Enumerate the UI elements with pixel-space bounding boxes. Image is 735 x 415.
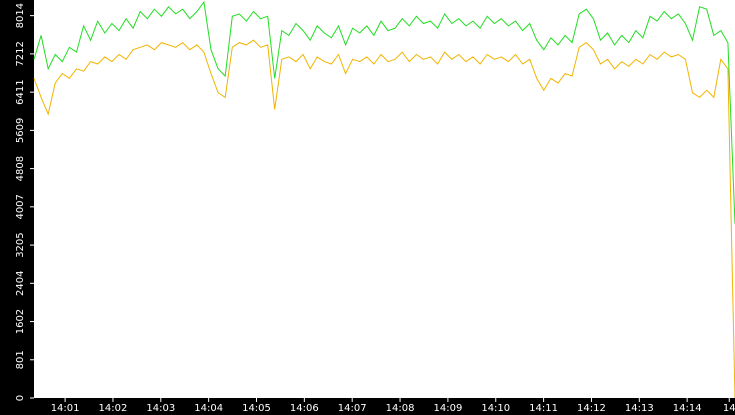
y-tick-label: 6411 xyxy=(15,79,26,104)
x-tick-label: 14:04 xyxy=(194,403,223,414)
y-tick-label: 8014 xyxy=(15,3,26,28)
y-tick-label: 5609 xyxy=(15,118,26,143)
x-tick-label: 14:06 xyxy=(290,403,319,414)
x-tick-label: 14:03 xyxy=(146,403,175,414)
y-tick-label: 4007 xyxy=(15,194,26,219)
y-tick-label: 7212 xyxy=(15,41,26,66)
y-tick-label: 4808 xyxy=(15,156,26,181)
x-tick-label: 14:05 xyxy=(242,403,271,414)
x-tick-label: 14:08 xyxy=(386,403,415,414)
x-tick-label: 14:13 xyxy=(625,403,654,414)
x-tick-label: 14:11 xyxy=(529,403,558,414)
x-tick-label: 14:10 xyxy=(481,403,510,414)
y-tick-label: 0 xyxy=(15,395,26,401)
y-axis-band xyxy=(0,0,34,415)
y-tick-label: 3205 xyxy=(15,232,26,257)
series-line xyxy=(33,39,735,399)
y-tick-label: 1602 xyxy=(15,309,26,334)
x-tick-label: 14:12 xyxy=(577,403,606,414)
x-tick-label: 14 xyxy=(723,403,735,414)
y-tick-label: 801 xyxy=(15,350,26,369)
x-axis-band xyxy=(0,398,735,415)
x-tick-label: 14:01 xyxy=(51,403,80,414)
series-line xyxy=(33,0,735,224)
x-tick-label: 14:02 xyxy=(99,403,128,414)
x-tick-label: 14:14 xyxy=(673,403,702,414)
y-tick-label: 2404 xyxy=(15,271,26,296)
x-tick-label: 14:09 xyxy=(433,403,462,414)
x-tick-label: 14:07 xyxy=(338,403,367,414)
